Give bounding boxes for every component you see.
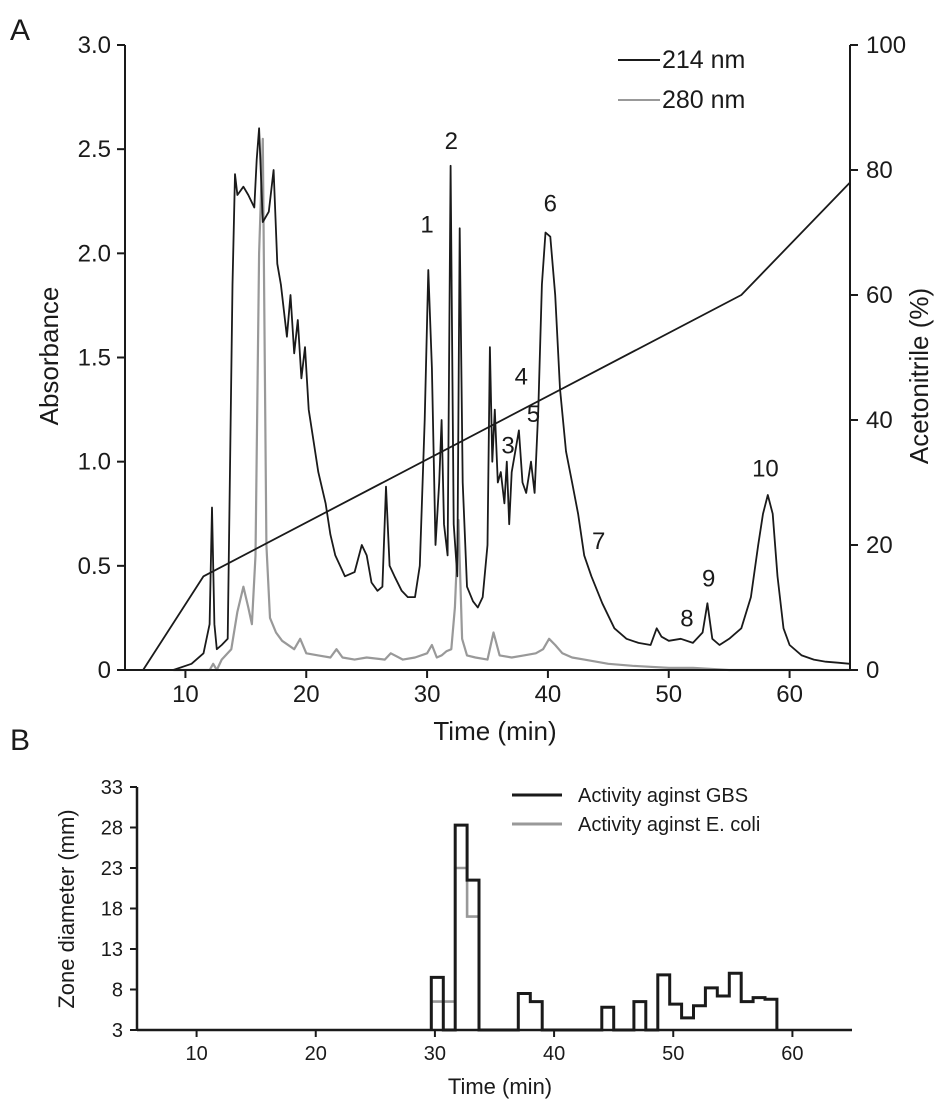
y-tick-label: 0.5: [78, 553, 111, 580]
y-tick-label: 33: [101, 777, 123, 799]
gradient-line: [142, 181, 851, 671]
panel-a-label: A: [10, 14, 30, 47]
peak-label: 1: [420, 212, 433, 239]
peak-label: 4: [515, 364, 528, 391]
y2-tick-label: 40: [866, 407, 893, 434]
y-tick-label: 1.0: [78, 449, 111, 476]
y-tick-label: 2.0: [78, 240, 111, 267]
series-280nm-line: [173, 137, 850, 672]
y2-tick-label: 0: [866, 657, 879, 684]
peak-label: 3: [501, 432, 514, 459]
chart-a: 10 20 30 40 50 60 00.51.01.52.02.53.0 0204060…: [34, 32, 934, 746]
peak-label: 6: [544, 191, 557, 218]
x-tick-label: 20: [293, 681, 320, 708]
chart-a-peak-labels: 1 2 3 4 5 6 7 89 10: [420, 128, 778, 632]
y-tick-label: 28: [101, 818, 123, 840]
chart-a-y-ticks: 0 0.5 1.0 1.5 2.0 2.5 3.0: [78, 32, 125, 684]
y2-tick-label: 80: [866, 157, 893, 184]
x-tick-label: 40: [543, 1043, 565, 1065]
chart-a-y-axis-title: Absorbance: [34, 287, 64, 426]
chart-b-y-ticks: 3 8 13 18 23 28 33: [101, 777, 137, 1042]
x-tick-label: 30: [424, 1043, 446, 1065]
x-tick-label: 60: [781, 1043, 803, 1065]
chart-b: 10 20 30 40 50 60 3 8 13 18 23 28 33 Time (min) Zon…: [54, 777, 852, 1099]
y-tick-label: 23: [101, 858, 123, 880]
x-tick-label: 40: [535, 681, 562, 708]
series-214nm-line: [173, 127, 851, 671]
y-tick-label: 3.0: [78, 32, 111, 59]
chart-a-x-ticks: 10 20 30 40 50 60: [172, 670, 803, 708]
chart-a-x-axis-title: Time (min): [433, 716, 556, 746]
y-tick-label: 2.5: [78, 136, 111, 163]
y2-tick-label: 100: [866, 32, 906, 59]
x-tick-label: 20: [305, 1043, 327, 1065]
y-tick-label: 18: [101, 899, 123, 921]
y-tick-label: 8: [112, 980, 123, 1002]
series-ecoli-activity: [429, 866, 481, 1030]
peak-label: 8: [680, 605, 693, 632]
x-tick-label: 50: [662, 1043, 684, 1065]
chart-b-plot: [429, 823, 779, 1032]
legend-label-ecoli: Activity aginst E. coli: [578, 814, 760, 836]
legend-label-280: 280 nm: [662, 86, 745, 114]
legend-label-214: 214 nm: [662, 46, 745, 74]
x-tick-label: 10: [185, 1043, 207, 1065]
x-tick-label: 60: [776, 681, 803, 708]
x-tick-label: 30: [414, 681, 441, 708]
peak-label: 2: [445, 128, 458, 155]
y2-tick-label: 20: [866, 532, 893, 559]
y-tick-label: 3: [112, 1020, 123, 1042]
chart-b-x-ticks: 10 20 30 40 50 60: [185, 1030, 804, 1065]
chart-b-x-axis-title: Time (min): [448, 1074, 552, 1099]
x-tick-label: 50: [655, 681, 682, 708]
chart-a-legend: 214 nm 280 nm: [618, 46, 745, 114]
legend-label-gbs: Activity aginst GBS: [578, 785, 748, 807]
y-tick-label: 0: [98, 657, 111, 684]
series-gbs-activity: [429, 823, 779, 1032]
chart-b-legend: Activity aginst GBS Activity aginst E. c…: [512, 785, 760, 836]
chart-a-y2-axis-title: Acetonitrile (%): [904, 288, 934, 464]
chart-a-plot: [142, 127, 851, 672]
x-tick-label: 10: [172, 681, 199, 708]
peak-label: 5: [527, 401, 540, 428]
chart-a-y2-ticks: 0 20 40 60 80 100: [850, 32, 906, 684]
y-tick-label: 1.5: [78, 345, 111, 372]
panel-b-label: B: [10, 724, 30, 757]
y2-tick-label: 60: [866, 282, 893, 309]
y-tick-label: 13: [101, 939, 123, 961]
chart-b-y-axis-title: Zone diameter (mm): [54, 809, 79, 1008]
peak-label: 7: [592, 528, 605, 555]
peak-label: 9: [702, 566, 715, 593]
peak-label: 10: [752, 455, 779, 482]
